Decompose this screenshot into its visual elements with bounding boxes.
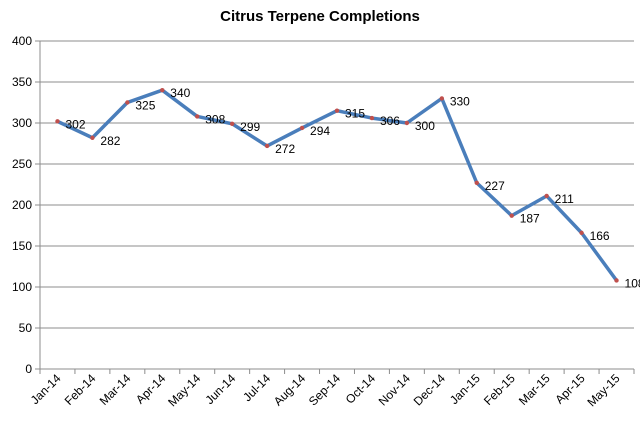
data-point xyxy=(334,108,340,113)
x-tick-label: Mar-15 xyxy=(516,371,553,408)
x-tick-label: Apr-15 xyxy=(552,371,588,407)
data-label: 108 xyxy=(625,276,640,290)
x-tick-label: Jan-14 xyxy=(28,371,64,407)
x-tick-label: Dec-14 xyxy=(411,371,448,408)
data-point xyxy=(125,100,130,105)
series xyxy=(55,88,619,283)
data-label: 340 xyxy=(170,86,190,100)
data-label: 315 xyxy=(345,107,365,121)
data-point xyxy=(544,193,549,199)
y-tick-label: 400 xyxy=(12,34,32,48)
data-label: 308 xyxy=(205,112,225,126)
data-label: 211 xyxy=(555,192,574,206)
data-point xyxy=(474,180,479,186)
data-point xyxy=(90,135,95,140)
data-point xyxy=(55,119,60,124)
data-point xyxy=(160,88,165,93)
y-tick-label: 250 xyxy=(12,157,32,171)
x-tick-label: Nov-14 xyxy=(376,371,413,408)
x-tick-label: Jul-14 xyxy=(240,371,273,404)
series-line xyxy=(55,88,619,283)
y-tick-label: 50 xyxy=(19,321,33,335)
data-label: 330 xyxy=(450,94,470,108)
chart-title: Citrus Terpene Completions xyxy=(220,8,420,25)
data-point xyxy=(369,115,375,121)
data-point xyxy=(614,278,619,283)
data-point xyxy=(579,230,584,236)
data-point xyxy=(299,125,305,131)
y-tick-label: 150 xyxy=(12,239,32,253)
y-tick-label: 200 xyxy=(12,198,32,212)
x-tick-label: Apr-14 xyxy=(133,371,169,407)
data-label: 294 xyxy=(310,124,330,138)
x-tick-label: Jan-15 xyxy=(447,371,483,407)
x-tick-label: Feb-14 xyxy=(62,371,99,408)
data-point xyxy=(195,114,200,119)
x-tick-label: Feb-15 xyxy=(481,371,518,408)
x-tick-label: Mar-14 xyxy=(97,371,134,408)
y-tick-label: 100 xyxy=(12,280,32,294)
y-tick-label: 300 xyxy=(12,116,32,130)
data-label: 299 xyxy=(240,120,260,134)
data-label: 227 xyxy=(485,179,505,193)
data-labels: 302 282 325 340 308 299 272 294 315 306 300 330 227 1… xyxy=(65,86,640,290)
x-tick-label: Sep-14 xyxy=(306,371,343,408)
y-tick-label: 350 xyxy=(12,75,32,89)
x-tick-label: Aug-14 xyxy=(271,371,308,408)
x-tick-label: Jun-14 xyxy=(202,371,238,407)
data-label: 187 xyxy=(520,212,540,226)
y-axis-ticks: 0 50 100 150 200 250 300 350 400 xyxy=(12,34,40,376)
data-point xyxy=(439,96,445,101)
data-point xyxy=(404,120,410,126)
data-label: 325 xyxy=(135,99,155,113)
data-label: 306 xyxy=(380,114,400,128)
data-label: 166 xyxy=(590,229,610,243)
x-tick-label: May-15 xyxy=(584,371,622,409)
data-label: 272 xyxy=(275,142,295,156)
data-point xyxy=(509,213,514,218)
data-point xyxy=(229,121,235,127)
data-label: 300 xyxy=(415,119,435,133)
data-point xyxy=(264,143,270,149)
data-label: 282 xyxy=(100,134,120,148)
x-tick-label: May-14 xyxy=(165,371,203,409)
x-tick-label: Oct-14 xyxy=(343,371,379,407)
data-label: 302 xyxy=(65,117,85,131)
gridlines xyxy=(40,40,634,329)
y-tick-label: 0 xyxy=(25,362,32,376)
